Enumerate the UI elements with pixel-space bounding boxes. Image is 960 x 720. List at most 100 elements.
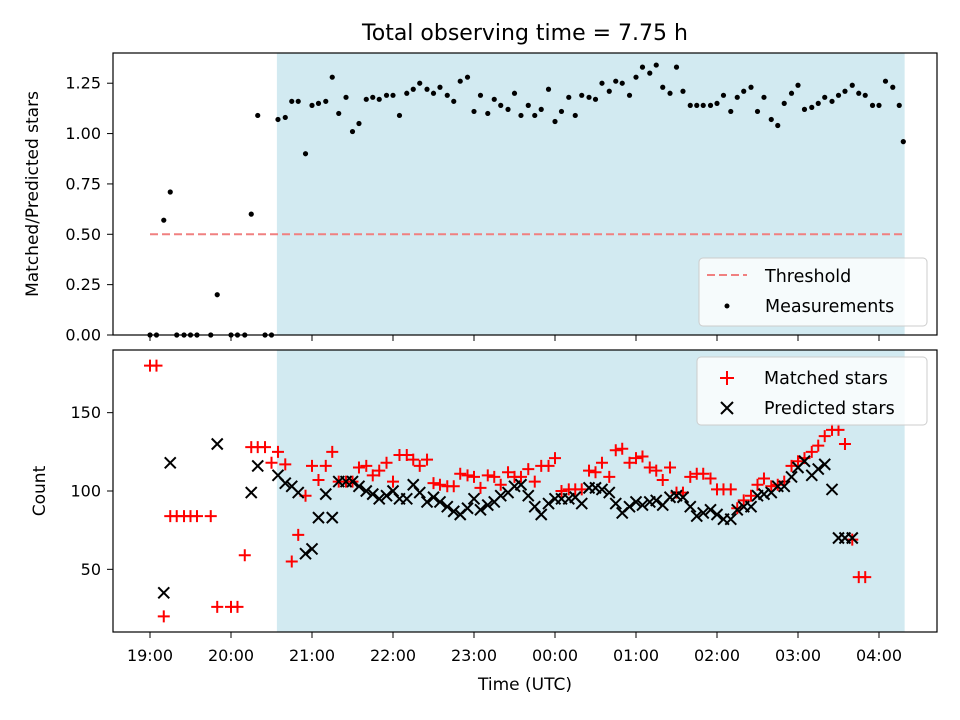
legend-predicted-label: Predicted stars (764, 399, 895, 419)
legend-matched-label: Matched stars (764, 369, 888, 389)
predicted-star-point (609, 497, 622, 510)
matched-star-point (792, 455, 804, 468)
measurement-point (619, 80, 625, 86)
top-ytick-label: 1.25 (65, 74, 101, 93)
matched-star-point (238, 549, 251, 562)
matched-star-point (400, 448, 413, 461)
measurement-point (734, 94, 740, 100)
predicted-star-point (380, 489, 393, 502)
measurement-point (579, 92, 585, 98)
top-ylabel: Matched/Predicted stars (23, 91, 43, 297)
measurement-point (592, 96, 599, 102)
measurement-point (566, 94, 572, 100)
matched-star-point (447, 480, 460, 493)
measurement-point (525, 102, 531, 108)
measurement-point (667, 90, 673, 96)
measurement-point (856, 90, 862, 96)
predicted-star-point (474, 503, 487, 517)
matched-star-point (656, 474, 669, 487)
measurement-point (315, 100, 322, 106)
predicted-star-point (441, 500, 454, 513)
measurement-point (829, 98, 835, 104)
matched-star-point (805, 445, 818, 458)
matched-star-point (468, 470, 480, 483)
matched-star-point (832, 423, 845, 436)
predicted-star-point (825, 483, 839, 496)
measurement-point (680, 88, 686, 94)
matched-star-point (502, 466, 515, 479)
predicted-star-point (535, 508, 548, 521)
predicted-star-point (319, 487, 332, 501)
top-ytick-label: 0.00 (65, 326, 101, 345)
matched-star-point (190, 510, 203, 523)
xtick-label: 20:00 (208, 646, 254, 665)
xtick-label: 22:00 (370, 646, 416, 665)
matched-star-point (514, 470, 527, 483)
matched-star-point (616, 442, 629, 455)
measurement-point (161, 217, 167, 223)
matched-star-point (859, 571, 872, 584)
measurement-point (707, 102, 714, 108)
predicted-star-point (251, 459, 264, 473)
xtick-label: 04:00 (856, 646, 902, 665)
measurement-point (390, 92, 396, 98)
predicted-star-point (690, 509, 703, 523)
matched-star-point (697, 467, 710, 480)
bottom-panel: 50 100 150 19:00 20:00 21:00 22:00 23:00 00:00 0… (30, 350, 938, 695)
measurement-point (849, 82, 855, 88)
matched-star-point (454, 467, 467, 480)
predicted-star-point (542, 497, 555, 510)
measurement-point (437, 84, 443, 90)
measurement-point (801, 106, 808, 112)
top-legend: Threshold Measurements (698, 257, 928, 327)
matched-star-point (352, 461, 365, 474)
predicted-star-point (623, 500, 636, 513)
measurement-point (552, 118, 558, 125)
matched-star-point (846, 533, 859, 546)
matched-star-point (555, 485, 568, 497)
matched-star-point (549, 452, 561, 465)
matched-star-point (494, 478, 507, 491)
matched-star-point (259, 441, 272, 454)
matched-star-point (433, 478, 446, 491)
measurement-point (532, 112, 538, 119)
measurement-point (673, 64, 680, 70)
measurement-point (309, 102, 315, 108)
matched-star-point (387, 475, 399, 488)
predicted-star-point (467, 492, 481, 506)
matched-star-point (285, 555, 298, 568)
matched-star-point (366, 469, 379, 482)
predicted-star-point (629, 495, 643, 509)
measurement-point (498, 102, 504, 108)
predicted-star-point (164, 456, 177, 470)
matched-star-point (643, 461, 656, 474)
measurement-point (255, 112, 261, 119)
matched-star-point (413, 459, 426, 472)
measurement-point (876, 102, 882, 108)
measurement-point (835, 92, 842, 98)
measurement-point (485, 110, 491, 117)
measurement-point (370, 94, 376, 100)
measurement-point (410, 86, 416, 92)
measurement-point (511, 90, 518, 96)
bottom-ytick-label: 50 (81, 560, 101, 579)
measurement-point (795, 82, 801, 88)
predicted-star-point (346, 475, 359, 488)
predicted-star-point (461, 502, 474, 515)
xtick-label: 00:00 (532, 646, 578, 665)
measurement-point (822, 94, 828, 100)
top-axes-frame (112, 52, 938, 336)
measurement-point (505, 106, 511, 112)
measurement-point (289, 98, 295, 104)
predicted-star-point (757, 487, 771, 501)
bottom-ytick-label: 150 (70, 403, 101, 422)
measurement-point (720, 92, 727, 98)
matched-star-point (745, 489, 758, 502)
measurement-point (900, 139, 906, 145)
measurement-point (586, 94, 592, 100)
measurement-point (768, 116, 774, 123)
x-axis-label: Time (UTC) (477, 675, 572, 695)
measurement-point (545, 86, 552, 92)
measurement-point (606, 88, 612, 94)
predicted-star-point (312, 511, 325, 524)
